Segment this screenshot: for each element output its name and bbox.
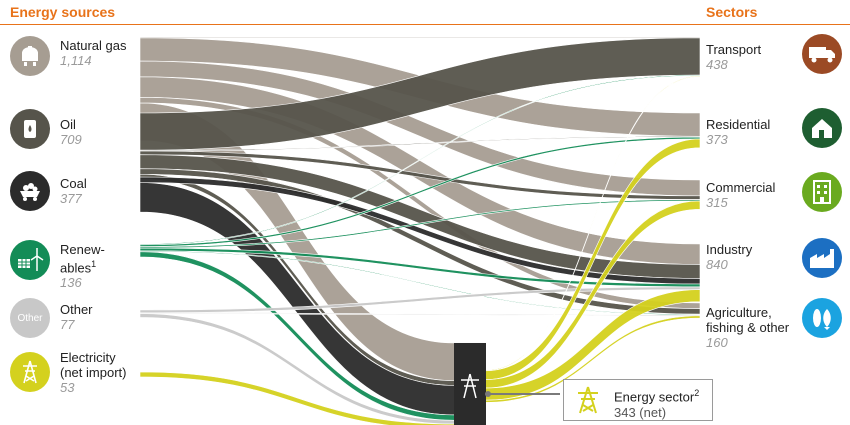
- source-other: Other 77: [60, 302, 93, 333]
- energy-sector-label: Energy sector2 343 (net): [614, 385, 699, 421]
- sector-agri-value: 160: [706, 335, 728, 350]
- other-icon-text: Other: [17, 312, 43, 324]
- flow-other-to-agri: [139, 312, 701, 317]
- power-pylon-icon: [10, 352, 50, 392]
- sector-industry-value: 840: [706, 257, 728, 272]
- oil-barrel-icon: [10, 109, 50, 149]
- fish-corn-icon: [802, 298, 842, 338]
- source-other-value: 77: [60, 317, 75, 332]
- coal-cart-icon: [10, 171, 50, 211]
- energy-node-pylon-icon: [461, 373, 479, 399]
- energy-sector-name: Energy sector: [614, 389, 695, 405]
- source-renewables-name-1: Renew-: [60, 242, 105, 257]
- flow-energy-to-transport: [484, 75, 701, 372]
- footnote-2: 2: [694, 388, 700, 398]
- sector-transport-name: Transport: [706, 42, 762, 57]
- flow-energy-to-industry: [484, 289, 701, 401]
- sectors-header: Sectors: [706, 4, 758, 20]
- source-electricity: Electricity (net import) 53: [60, 350, 126, 396]
- sector-commercial-name: Commercial: [706, 180, 776, 195]
- energy-sector-value: 343 (net): [614, 405, 667, 421]
- source-coal-name: Coal: [60, 176, 87, 191]
- flow-elec-to-energy: [139, 371, 456, 425]
- sector-agri-name-1: Agriculture,: [706, 305, 772, 320]
- header-divider: [0, 24, 850, 25]
- sector-industry: Industry 840: [706, 242, 752, 273]
- sector-agriculture: Agriculture, fishing & other 160: [706, 305, 789, 351]
- flow-gas-to-transport: [139, 36, 701, 39]
- sector-agri-name-2: fishing & other: [706, 320, 790, 335]
- sector-residential: Residential 373: [706, 117, 770, 148]
- source-renewables: Renew- ables1 136: [60, 242, 105, 291]
- source-gas-name: Natural gas: [60, 38, 127, 53]
- flow-energy-to-agri: [484, 315, 701, 403]
- source-renewables-name-2: ables: [60, 260, 92, 276]
- factory-icon: [802, 238, 842, 278]
- source-coal-value: 377: [60, 191, 82, 206]
- wind-solar-icon: [10, 240, 50, 280]
- truck-icon: [802, 34, 842, 74]
- energy-connector-dot: [485, 391, 491, 397]
- energy-sector-node: [454, 342, 486, 425]
- source-electricity-name-2: (net import): [60, 365, 127, 380]
- other-icon: Other: [10, 298, 50, 338]
- sector-industry-name: Industry: [706, 242, 753, 257]
- source-oil-value: 709: [60, 132, 82, 147]
- sector-commercial: Commercial 315: [706, 180, 775, 211]
- sector-commercial-value: 315: [706, 195, 728, 210]
- energy-sector-box: Energy sector2 343 (net): [563, 379, 713, 421]
- sector-transport: Transport 438: [706, 42, 761, 73]
- source-electricity-name-1: Electricity: [60, 350, 116, 365]
- source-other-name: Other: [60, 302, 93, 317]
- source-gas-value: 1,114: [60, 53, 92, 68]
- source-renewables-value: 136: [60, 275, 82, 291]
- energy-sector-pylon-icon: [578, 386, 598, 414]
- source-electricity-value: 53: [60, 380, 75, 395]
- source-gas: Natural gas 1,114: [60, 38, 126, 69]
- sector-residential-name: Residential: [706, 117, 771, 132]
- flow-energy-to-residential: [484, 138, 701, 380]
- flow-energy-to-commercial: [484, 200, 701, 389]
- footnote-1: 1: [91, 259, 97, 269]
- source-coal: Coal 377: [60, 176, 87, 207]
- source-oil-name: Oil: [60, 117, 76, 132]
- sources-header: Energy sources: [10, 4, 116, 20]
- house-icon: [802, 108, 842, 148]
- office-building-icon: [802, 172, 842, 212]
- sector-residential-value: 373: [706, 132, 728, 147]
- gas-tank-icon: [10, 36, 50, 76]
- source-oil: Oil 709: [60, 117, 82, 148]
- sector-transport-value: 438: [706, 57, 728, 72]
